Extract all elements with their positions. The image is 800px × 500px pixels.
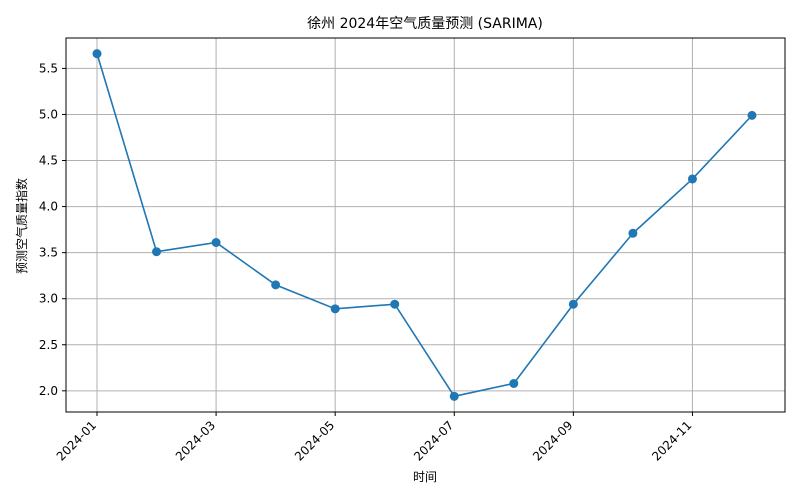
data-point [628, 228, 638, 238]
x-axis: 2024-01 2024-03 2024-05 2024-07 2024-09 2024-… [54, 412, 695, 464]
y-tick-label: 3.5 [39, 246, 58, 260]
x-tick-label: 2024-03 [173, 418, 218, 463]
y-tick-label: 5.5 [39, 61, 58, 75]
x-tick-label: 2024-11 [649, 418, 694, 463]
y-tick-label: 2.0 [39, 384, 58, 398]
data-point [92, 49, 102, 59]
y-axis-title: 预测空气质量指数 [14, 178, 29, 274]
x-tick-label: 2024-07 [411, 418, 456, 463]
x-tick-label: 2024-01 [54, 418, 99, 463]
data-point [271, 280, 281, 290]
data-point [152, 247, 162, 257]
grid-layer [66, 38, 785, 412]
series-line [96, 53, 753, 398]
data-point [211, 238, 221, 248]
data-point [568, 299, 578, 309]
y-axis: 2.0 2.5 3.0 3.5 4.0 4.5 5.0 5.5 [39, 61, 66, 398]
data-point [449, 391, 459, 401]
chart-title: 徐州 2024年空气质量预测 (SARIMA) [307, 16, 543, 32]
x-tick-label: 2024-05 [292, 418, 337, 463]
y-tick-label: 4.0 [39, 200, 58, 214]
plot-frame [65, 37, 786, 413]
x-tick-label: 2024-09 [530, 418, 575, 463]
x-axis-title: 时间 [413, 470, 437, 484]
data-point [509, 378, 519, 388]
series-layer [92, 49, 757, 401]
y-tick-label: 2.5 [39, 338, 58, 352]
data-point [330, 304, 340, 314]
data-point [747, 110, 757, 120]
data-point [687, 174, 697, 184]
y-tick-label: 5.0 [39, 107, 58, 121]
y-tick-label: 3.0 [39, 292, 58, 306]
y-tick-label: 4.5 [39, 154, 58, 168]
data-point [390, 299, 400, 309]
